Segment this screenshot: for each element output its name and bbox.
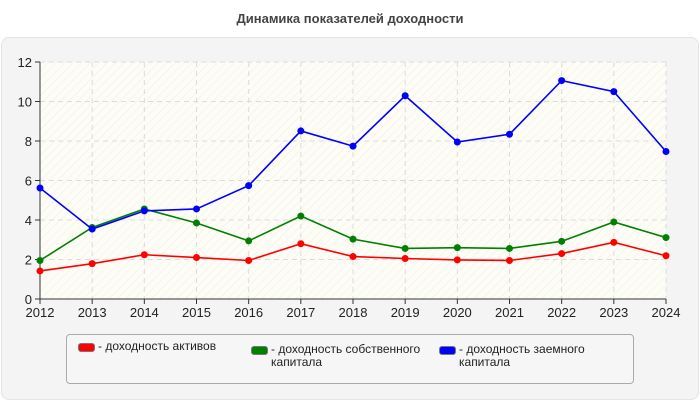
x-tick-label: 2024	[652, 305, 681, 320]
data-point-1	[453, 244, 461, 252]
data-point-0	[558, 250, 566, 258]
data-point-1	[349, 235, 357, 243]
data-point-2	[193, 205, 200, 213]
data-point-1	[506, 244, 513, 252]
data-point-1	[245, 237, 253, 245]
x-tick-label: 2012	[26, 305, 55, 320]
data-point-0	[297, 240, 305, 248]
y-tick-label: 12	[18, 55, 32, 70]
legend-item: - доходность собственного капитала	[251, 343, 421, 369]
data-point-2	[453, 138, 461, 146]
data-point-0	[349, 253, 357, 261]
legend-item: - доходность активов	[78, 340, 228, 353]
data-point-2	[401, 92, 409, 100]
x-tick-label: 2017	[286, 305, 315, 320]
data-point-2	[349, 142, 357, 150]
data-point-2	[140, 207, 148, 215]
x-tick-label: 2013	[78, 305, 107, 320]
data-point-2	[610, 88, 618, 96]
x-tick-label: 2023	[599, 305, 628, 320]
y-tick-label: 2	[25, 253, 32, 268]
data-point-1	[610, 218, 618, 226]
data-point-1	[36, 256, 44, 264]
data-point-0	[140, 251, 148, 259]
x-tick-label: 2019	[391, 305, 420, 320]
data-point-0	[36, 267, 44, 275]
data-point-0	[453, 256, 461, 264]
legend-swatch	[251, 346, 268, 355]
x-tick-label: 2014	[130, 305, 159, 320]
data-point-0	[245, 256, 253, 264]
legend-item: - доходность заемного капитала	[439, 343, 609, 369]
data-point-2	[88, 225, 96, 233]
data-point-0	[88, 260, 96, 268]
data-point-2	[558, 77, 566, 85]
data-point-0	[193, 254, 200, 262]
x-tick-label: 2022	[547, 305, 576, 320]
legend-label: - доходность собственного капитала	[271, 342, 421, 369]
legend-swatch	[78, 343, 95, 352]
x-tick-label: 2016	[234, 305, 263, 320]
y-tick-label: 10	[18, 95, 32, 110]
data-point-2	[662, 147, 670, 155]
legend: - доходность активов - доходность собстве…	[66, 334, 634, 384]
legend-swatch	[439, 346, 456, 355]
data-point-1	[662, 234, 670, 242]
legend-label: - доходность заемного капитала	[459, 342, 585, 369]
data-point-1	[193, 219, 200, 227]
chart-title: Динамика показателей доходности	[236, 11, 464, 26]
y-tick-label: 0	[25, 292, 32, 307]
data-point-0	[662, 252, 670, 260]
data-point-0	[610, 238, 618, 246]
data-point-2	[506, 130, 513, 138]
x-tick-label: 2021	[495, 305, 524, 320]
data-point-0	[506, 256, 513, 264]
data-point-2	[297, 127, 305, 135]
data-point-1	[401, 244, 409, 252]
data-point-0	[401, 255, 409, 263]
y-tick-label: 4	[25, 213, 32, 228]
x-tick-label: 2020	[443, 305, 472, 320]
data-point-2	[36, 184, 44, 192]
x-tick-label: 2018	[339, 305, 368, 320]
data-point-2	[245, 182, 253, 190]
y-tick-label: 6	[25, 174, 32, 189]
data-point-1	[558, 237, 566, 245]
x-tick-label: 2015	[182, 305, 211, 320]
y-tick-label: 8	[25, 134, 32, 149]
data-point-1	[297, 212, 305, 220]
legend-label: - доходность активов	[98, 339, 217, 353]
